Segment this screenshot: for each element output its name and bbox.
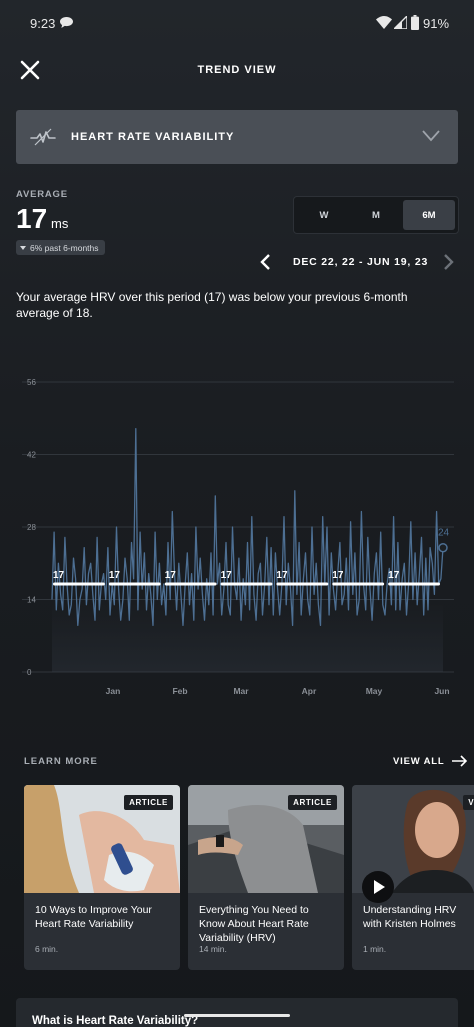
change-badge: 6% past 6-months (16, 240, 105, 255)
last-value-label: 24 (438, 528, 450, 539)
hrv-pulse-icon (30, 128, 56, 146)
monthly-average-bar (164, 582, 217, 586)
x-tick-label: May (366, 686, 383, 696)
x-tick-label: Feb (172, 686, 187, 696)
x-tick-label: Jan (106, 686, 121, 696)
learn-more-title: LEARN MORE (24, 756, 98, 767)
arrow-right-icon (452, 755, 468, 767)
summary-text: Your average HRV over this period (17) w… (16, 290, 408, 320)
change-text: 6% past 6-months (30, 242, 99, 253)
article-duration: 14 min. (199, 944, 227, 954)
date-range: DEC 22, 22 - JUN 19, 23 (293, 256, 429, 268)
range-selector: W M 6M (293, 196, 459, 234)
video-badge: VI (463, 795, 474, 810)
range-option-6m[interactable]: 6M (403, 200, 455, 230)
monthly-average-label: 17 (221, 570, 233, 581)
monthly-average-label: 17 (53, 570, 65, 581)
video-title: Understanding HRV with Kristen Holmes (363, 904, 457, 930)
y-tick-label: 0 (27, 668, 32, 677)
chat-notification-icon (60, 17, 73, 28)
page-title: TREND VIEW (197, 64, 277, 76)
x-tick-label: Apr (302, 686, 317, 696)
x-tick-label: Jun (434, 686, 449, 696)
range-option-month[interactable]: M (372, 209, 380, 221)
y-tick-label: 56 (27, 378, 36, 387)
chevron-down-icon (422, 130, 440, 142)
article-card[interactable]: ARTICLE 10 Ways to Improve Your Heart Ra… (24, 785, 180, 970)
article-duration: 6 min. (35, 944, 59, 954)
article-card[interactable]: ARTICLE Everything You Need to Know Abou… (188, 785, 344, 970)
video-duration: 1 min. (363, 944, 387, 954)
monthly-average-bar (332, 582, 385, 586)
range-option-week[interactable]: W (319, 209, 329, 221)
chevron-left-icon[interactable] (258, 253, 274, 271)
article-title: 10 Ways to Improve Your Heart Rate Varia… (35, 904, 152, 930)
average-value: 17 (16, 203, 48, 234)
hrv-trend-chart: 0 14 28 42 56 Jan Feb Mar Apr May Jun 24 17 17 17 17 17 1… (22, 378, 454, 696)
chevron-right-icon[interactable] (440, 253, 456, 271)
average-unit: ms (51, 216, 69, 231)
video-card[interactable]: VI Understanding HRV with Kristen Holmes… (352, 785, 474, 970)
faq-card[interactable]: What is Heart Rate Variability? (16, 998, 458, 1027)
monthly-average-bar (388, 582, 440, 586)
view-all-label: VIEW ALL (393, 755, 445, 767)
article-image (188, 785, 344, 893)
monthly-average-label: 17 (388, 570, 400, 581)
faq-title: What is Heart Rate Variability? (32, 1015, 199, 1027)
article-badge: ARTICLE (288, 795, 337, 810)
monthly-average-label: 17 (332, 570, 344, 581)
status-bar: 9:23 91% (0, 0, 474, 44)
monthly-average-bar (220, 582, 273, 586)
article-badge: ARTICLE (124, 795, 173, 810)
y-tick-label: 14 (27, 596, 36, 605)
play-icon (374, 880, 385, 894)
x-tick-label: Mar (233, 686, 249, 696)
metric-dropdown[interactable]: HEART RATE VARIABILITY (16, 110, 458, 164)
status-time: 9:23 (30, 16, 56, 31)
down-triangle-icon (20, 245, 26, 250)
play-button[interactable] (362, 871, 394, 903)
view-all-link[interactable]: VIEW ALL (393, 752, 468, 770)
y-tick-label: 42 (27, 451, 36, 460)
monthly-average-bar (276, 582, 329, 586)
battery-percent: 91% (423, 16, 450, 31)
monthly-average-bar (53, 582, 105, 586)
close-button[interactable] (18, 58, 42, 82)
chart-lower-band (52, 599, 443, 672)
monthly-average-bar (108, 582, 161, 586)
monthly-average-label: 17 (276, 570, 288, 581)
monthly-average-label: 17 (109, 570, 121, 581)
wifi-icon (376, 16, 392, 29)
metric-label: HEART RATE VARIABILITY (71, 131, 235, 143)
home-indicator (184, 1014, 290, 1017)
signal-icon (394, 16, 407, 29)
article-title: Everything You Need to Know About Heart … (199, 904, 309, 944)
y-tick-label: 28 (27, 523, 36, 532)
monthly-average-label: 17 (165, 570, 177, 581)
average-label: AVERAGE (16, 189, 68, 200)
battery-icon (411, 15, 419, 30)
last-value-marker (438, 542, 448, 553)
